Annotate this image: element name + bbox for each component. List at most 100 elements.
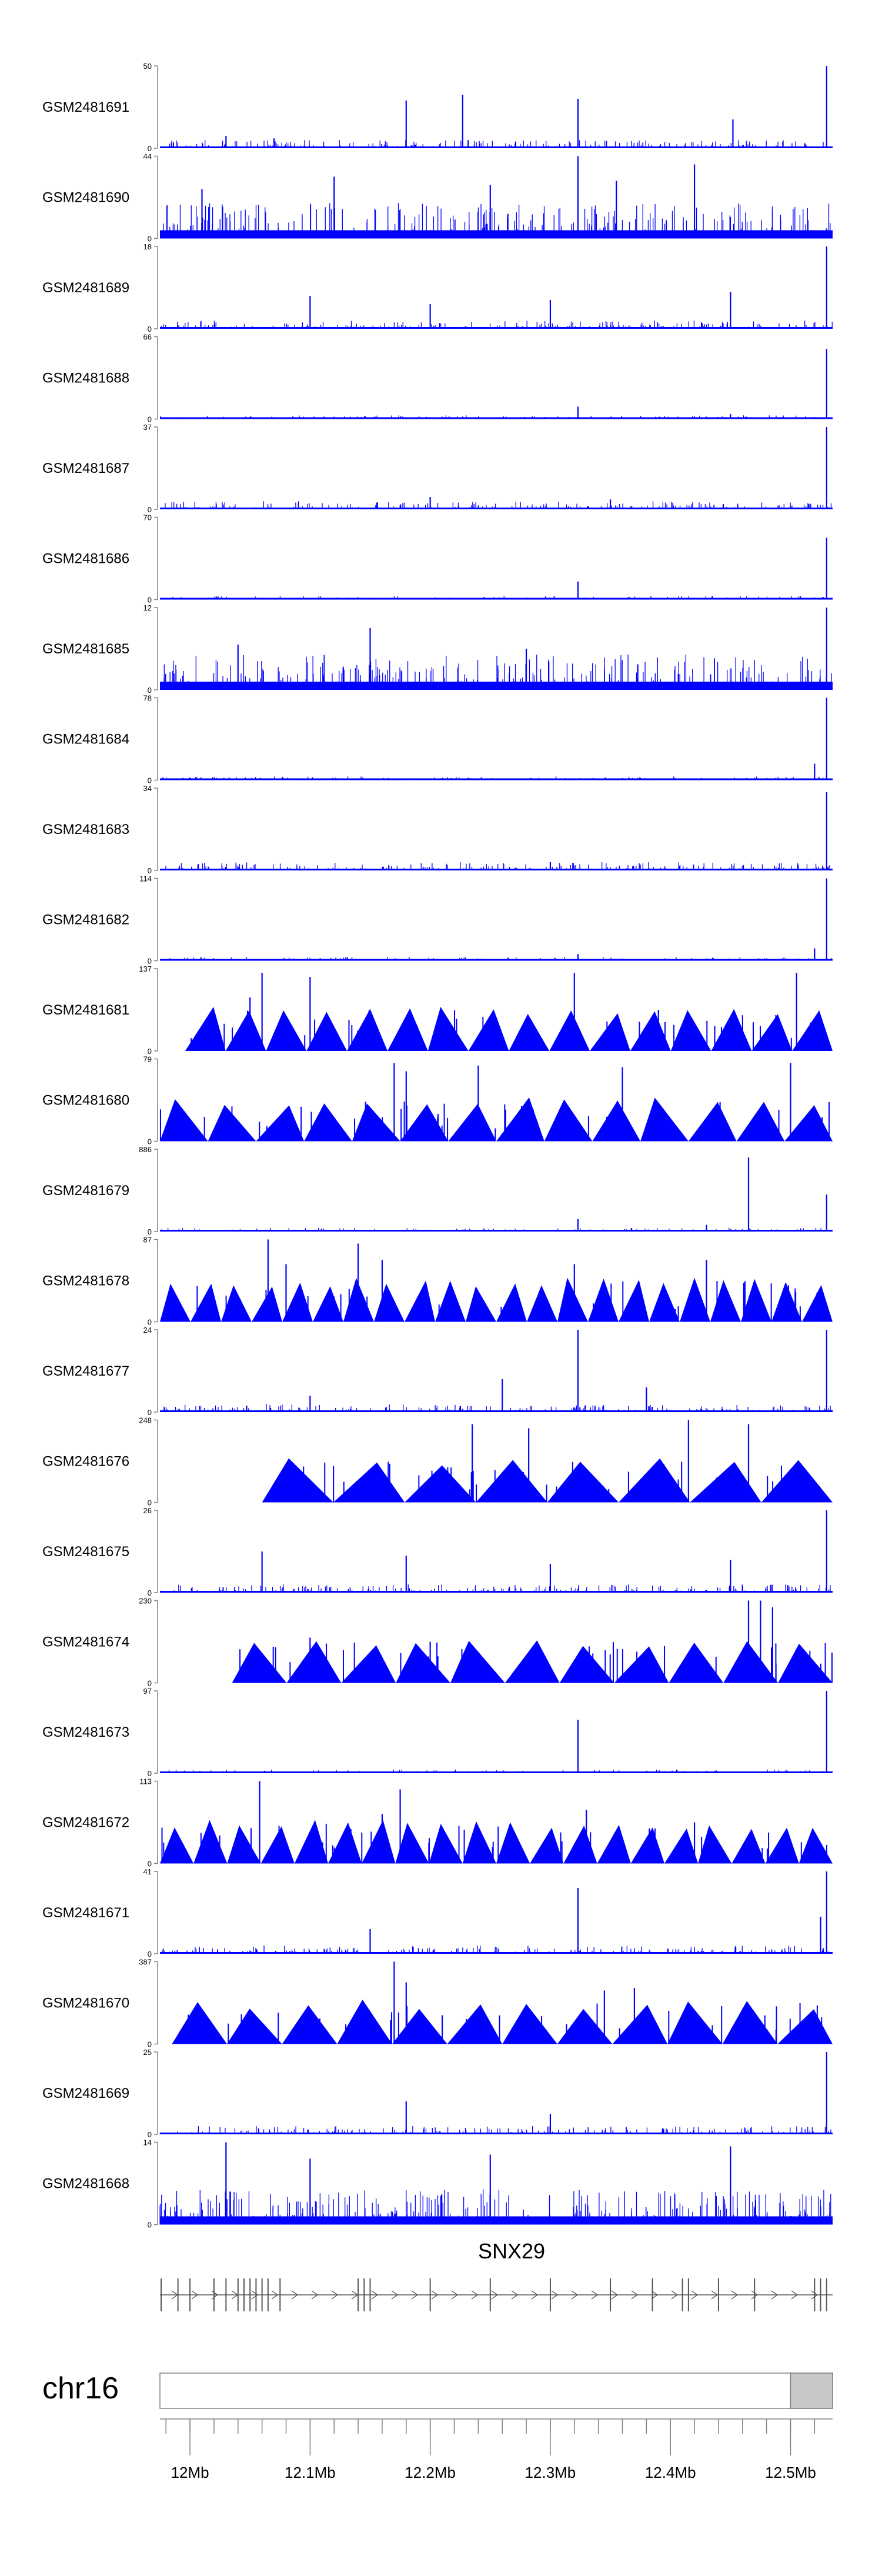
- signal-tracks: GSM2481691500GSM2481690440GSM2481689180G…: [42, 62, 833, 2230]
- y-min-label: 0: [148, 686, 152, 695]
- track-GSM2481688: GSM2481688 66 0: [42, 333, 833, 424]
- y-min-label: 0: [148, 1950, 152, 1958]
- track-GSM2481675: GSM2481675 26 0: [42, 1506, 833, 1597]
- signal-triangle: [731, 1828, 766, 1864]
- signal-triangle: [592, 1100, 641, 1142]
- signal-baseline: [160, 959, 833, 961]
- track-label: GSM2481677: [42, 1363, 129, 1379]
- track-label: GSM2481669: [42, 2086, 129, 2101]
- track-label: GSM2481672: [42, 1815, 129, 1831]
- y-max-label: 24: [143, 1326, 152, 1334]
- signal-triangle: [530, 1827, 564, 1864]
- signal-triangle: [304, 1103, 352, 1142]
- signal-triangle: [306, 1012, 348, 1051]
- signal-triangle: [405, 1465, 476, 1503]
- signal-triangle: [751, 1014, 793, 1051]
- y-max-label: 137: [139, 965, 152, 973]
- signal-triangle: [612, 2004, 668, 2044]
- track-label: GSM2481687: [42, 461, 129, 476]
- signal-triangle: [400, 1104, 449, 1142]
- signal-triangle: [221, 1285, 252, 1322]
- track-label: GSM2481689: [42, 280, 129, 296]
- track-GSM2481685: GSM2481685 12 0: [42, 603, 833, 695]
- signal-triangle: [405, 1280, 435, 1322]
- signal-triangle: [527, 1285, 557, 1322]
- y-min-label: 0: [148, 144, 152, 153]
- signal-triangle: [771, 1282, 802, 1322]
- y-max-label: 26: [143, 1506, 152, 1515]
- signal-triangle: [160, 1283, 191, 1322]
- y-max-label: 70: [143, 513, 152, 522]
- signal-triangle: [256, 1105, 305, 1142]
- signal-triangle: [557, 2008, 613, 2044]
- signal-triangle: [588, 1278, 619, 1322]
- y-max-label: 25: [143, 2048, 152, 2057]
- signal-triangle: [792, 1010, 833, 1051]
- y-min-label: 0: [148, 1499, 152, 1507]
- track-label: GSM2481690: [42, 190, 129, 206]
- signal-triangle: [466, 1286, 496, 1322]
- signal-triangle: [392, 2008, 447, 2044]
- signal-triangle: [294, 1820, 328, 1864]
- signal: [160, 608, 833, 690]
- signal-triangle: [429, 1823, 463, 1864]
- signal-triangle: [435, 1280, 466, 1322]
- track-GSM2481679: GSM2481679 886 0: [42, 1145, 833, 1236]
- signal-triangle: [799, 1827, 833, 1864]
- track-label: GSM2481688: [42, 371, 129, 386]
- signal: [160, 878, 833, 961]
- track-GSM2481686: GSM2481686 70 0: [42, 513, 833, 605]
- track-label: GSM2481670: [42, 1996, 129, 2011]
- signal: [160, 246, 833, 329]
- signal-triangle: [559, 1646, 614, 1683]
- signal-triangle: [736, 1102, 785, 1142]
- track-label: GSM2481675: [42, 1544, 129, 1560]
- signal-triangle: [619, 1458, 690, 1503]
- signal-triangle: [544, 1099, 593, 1142]
- track-label: GSM2481691: [42, 99, 129, 115]
- signal: [185, 973, 833, 1051]
- track-label: GSM2481678: [42, 1273, 129, 1289]
- signal-triangle: [352, 1103, 400, 1142]
- track-GSM2481678: GSM2481678 87 0: [42, 1236, 833, 1327]
- signal-triangle: [563, 1826, 597, 1864]
- signal: [160, 1239, 833, 1322]
- signal-triangle: [468, 1009, 509, 1051]
- signal-triangle: [549, 1010, 590, 1051]
- signal: [160, 66, 833, 148]
- y-min-label: 0: [148, 325, 152, 333]
- signal-triangle: [448, 1103, 496, 1142]
- track-GSM2481681: GSM2481681 137 0: [42, 965, 833, 1056]
- track-label: GSM2481679: [42, 1183, 129, 1199]
- y-max-label: 886: [139, 1145, 152, 1154]
- signal-triangle: [630, 1011, 671, 1051]
- y-min-label: 0: [148, 866, 152, 875]
- track-label: GSM2481673: [42, 1724, 129, 1740]
- track-label: GSM2481686: [42, 551, 129, 567]
- signal-triangle: [313, 1286, 343, 1322]
- track-label: GSM2481676: [42, 1454, 129, 1470]
- track-label: GSM2481671: [42, 1905, 129, 1921]
- signal: [159, 1063, 833, 1142]
- signal: [160, 538, 833, 600]
- y-max-label: 230: [139, 1597, 152, 1606]
- signal: [160, 1330, 833, 1412]
- signal-triangle: [396, 1643, 450, 1683]
- signal: [160, 698, 833, 780]
- signal-triangle: [590, 1013, 630, 1051]
- signal-triangle: [227, 1825, 261, 1864]
- signal-triangle: [710, 1280, 741, 1322]
- track-GSM2481691: GSM2481691 50 0: [42, 62, 833, 153]
- signal-baseline: [160, 1952, 833, 1954]
- signal-baseline: [160, 1230, 833, 1232]
- signal-triangle: [447, 2004, 503, 2044]
- signal-baseline: [160, 230, 833, 239]
- signal-triangle: [286, 1641, 342, 1683]
- track-label: GSM2481680: [42, 1093, 129, 1109]
- signal-baseline: [160, 598, 833, 600]
- signal: [232, 1600, 833, 1683]
- signal-triangle: [450, 1640, 505, 1683]
- track-GSM2481682: GSM2481682 114 0: [42, 875, 833, 966]
- signal-baseline: [160, 146, 833, 148]
